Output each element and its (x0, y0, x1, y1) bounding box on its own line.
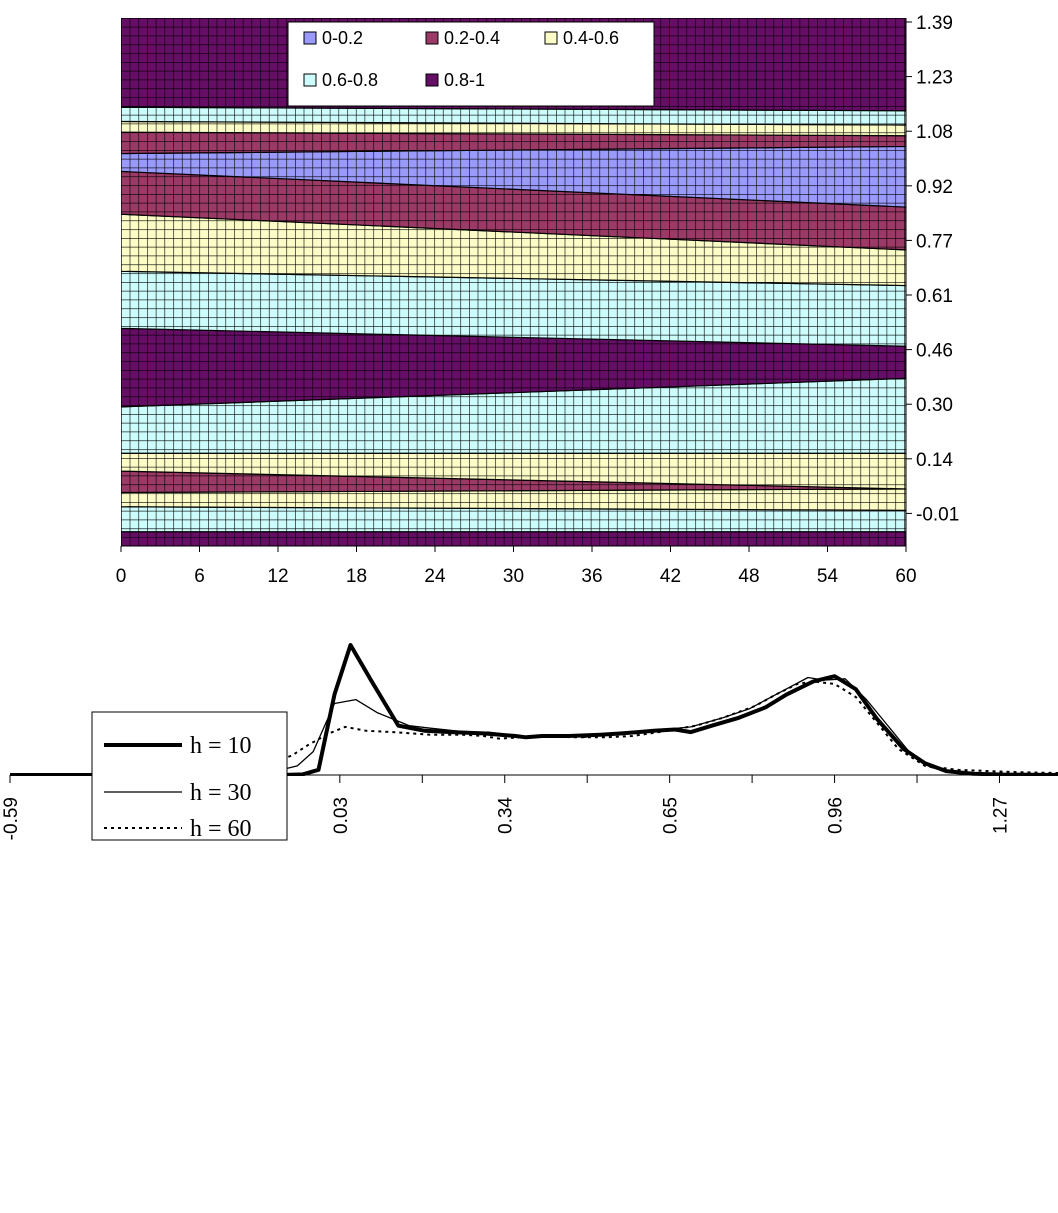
x-tick-label: -0.59 (1, 797, 22, 840)
series-line-2 (10, 680, 1058, 776)
legend-swatch-0-0.2 (303, 31, 317, 45)
x-tick-label: 0.96 (826, 797, 847, 834)
y-tick-label: 0.77 (916, 231, 953, 252)
x-tick-label: 60 (895, 566, 916, 587)
density-chart: -0.59-0.280.030.340.650.961.27 h = 10h =… (1, 643, 1058, 842)
contour-x-axis: 0 6 12 18 24 30 36 42 48 54 60 (116, 545, 917, 587)
x-tick-label: 0.34 (496, 797, 517, 834)
density-lines (10, 643, 1058, 776)
x-tick-label: 0.65 (661, 797, 682, 834)
legend-label: 0.6-0.8 (322, 70, 378, 90)
density-legend: h = 10 h = 30 h = 60 (91, 711, 288, 842)
y-tick-label: 1.08 (916, 122, 953, 143)
x-tick-label: 18 (346, 566, 367, 587)
legend-label: 0.4-0.6 (563, 28, 619, 48)
density-legend-box (91, 711, 288, 841)
y-tick-label: 0.14 (916, 450, 953, 471)
x-tick-label: 24 (424, 566, 446, 587)
series-line-1 (10, 676, 1058, 776)
x-tick-label: 6 (194, 566, 205, 587)
y-tick-label: 0.30 (916, 395, 953, 416)
legend-label: 0.2-0.4 (444, 28, 500, 48)
legend-label: 0-0.2 (322, 28, 363, 48)
contour-legend: 0-0.2 0.2-0.4 0.4-0.6 0.6-0.8 0.8-1 (287, 21, 655, 107)
legend-swatch-0.2-0.4 (425, 31, 439, 45)
legend-swatch-0.4-0.6 (544, 31, 558, 45)
y-tick-label: 1.23 (916, 68, 953, 89)
legend-label: h = 60 (190, 816, 252, 842)
series-line-0 (10, 643, 1058, 776)
x-tick-label: 48 (738, 566, 759, 587)
y-tick-label: 0.61 (916, 286, 953, 307)
legend-label: 0.8-1 (444, 70, 485, 90)
contour-legend-box (287, 21, 655, 107)
contour-y-axis: 1.39 1.23 1.08 0.92 0.77 0.61 0.46 0.30 0.14 -0.0… (905, 13, 959, 546)
y-tick-label: -0.01 (916, 504, 959, 525)
legend-swatch-0.6-0.8 (303, 73, 317, 87)
x-tick-label: 36 (581, 566, 602, 587)
contour-chart: 0 6 12 18 24 30 36 42 48 54 60 1.39 1.23 1.08 0.92 0.7… (116, 13, 960, 587)
y-tick-label: 1.39 (916, 13, 953, 34)
y-tick-label: 0.46 (916, 341, 953, 362)
x-tick-label: 54 (817, 566, 839, 587)
x-tick-label: 0.03 (331, 797, 352, 834)
legend-label: h = 30 (190, 780, 252, 806)
x-tick-label: 1.27 (990, 797, 1011, 834)
legend-swatch-0.8-1 (425, 73, 439, 87)
x-tick-label: 42 (660, 566, 681, 587)
x-tick-label: 12 (267, 566, 288, 587)
x-tick-label: 30 (503, 566, 524, 587)
legend-label: h = 10 (190, 733, 252, 759)
x-tick-label: 0 (116, 566, 127, 587)
y-tick-label: 0.92 (916, 177, 953, 198)
